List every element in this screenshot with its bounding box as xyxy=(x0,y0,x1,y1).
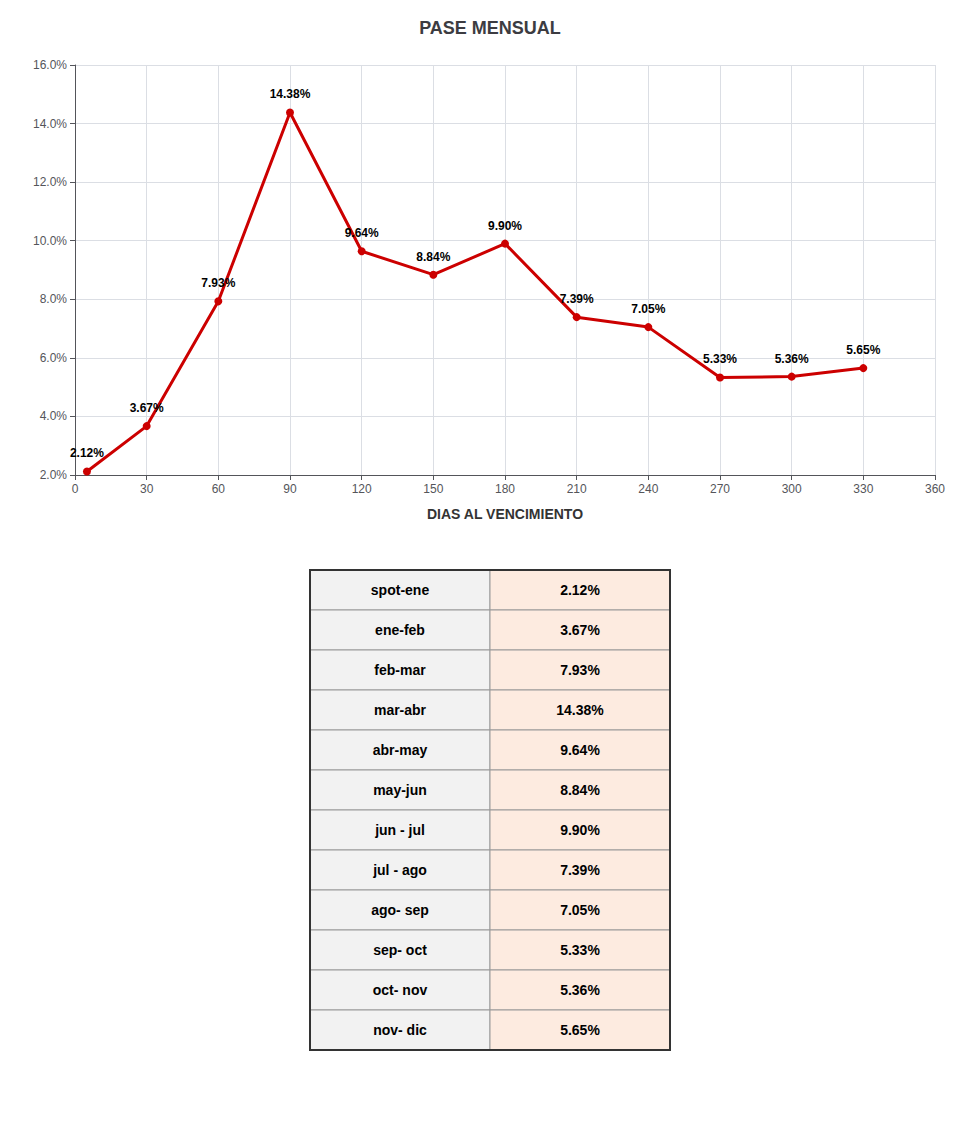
svg-text:7.93%: 7.93% xyxy=(560,662,600,678)
svg-text:may-jun: may-jun xyxy=(373,782,427,798)
svg-text:9.64%: 9.64% xyxy=(560,742,600,758)
svg-text:5.65%: 5.65% xyxy=(560,1022,600,1038)
svg-text:7.05%: 7.05% xyxy=(631,302,665,316)
svg-text:30: 30 xyxy=(140,482,154,496)
svg-text:5.65%: 5.65% xyxy=(846,343,880,357)
svg-text:oct- nov: oct- nov xyxy=(373,982,428,998)
svg-text:90: 90 xyxy=(283,482,297,496)
svg-text:feb-mar: feb-mar xyxy=(374,662,426,678)
svg-text:330: 330 xyxy=(853,482,873,496)
svg-text:8.0%: 8.0% xyxy=(40,292,68,306)
svg-text:14.0%: 14.0% xyxy=(33,117,67,131)
svg-text:0: 0 xyxy=(72,482,79,496)
svg-text:8.84%: 8.84% xyxy=(560,782,600,798)
svg-text:9.90%: 9.90% xyxy=(560,822,600,838)
svg-text:spot-ene: spot-ene xyxy=(371,582,430,598)
svg-text:270: 270 xyxy=(710,482,730,496)
svg-text:ago- sep: ago- sep xyxy=(371,902,429,918)
svg-text:5.33%: 5.33% xyxy=(703,352,737,366)
svg-text:9.64%: 9.64% xyxy=(345,226,379,240)
svg-text:300: 300 xyxy=(782,482,802,496)
svg-text:360: 360 xyxy=(925,482,945,496)
svg-text:5.33%: 5.33% xyxy=(560,942,600,958)
svg-text:7.05%: 7.05% xyxy=(560,902,600,918)
svg-text:PASE MENSUAL: PASE MENSUAL xyxy=(419,18,561,38)
svg-text:9.90%: 9.90% xyxy=(488,219,522,233)
svg-text:2.0%: 2.0% xyxy=(40,468,68,482)
svg-text:abr-may: abr-may xyxy=(373,742,428,758)
svg-text:7.39%: 7.39% xyxy=(560,862,600,878)
svg-text:3.67%: 3.67% xyxy=(560,622,600,638)
svg-text:120: 120 xyxy=(352,482,372,496)
svg-text:jun - jul: jun - jul xyxy=(374,822,425,838)
svg-text:8.84%: 8.84% xyxy=(416,250,450,264)
svg-text:14.38%: 14.38% xyxy=(556,702,604,718)
svg-text:5.36%: 5.36% xyxy=(560,982,600,998)
svg-text:7.93%: 7.93% xyxy=(201,276,235,290)
svg-text:mar-abr: mar-abr xyxy=(374,702,427,718)
svg-text:240: 240 xyxy=(638,482,658,496)
svg-text:3.67%: 3.67% xyxy=(130,401,164,415)
svg-text:12.0%: 12.0% xyxy=(33,175,67,189)
svg-text:DIAS AL VENCIMIENTO: DIAS AL VENCIMIENTO xyxy=(427,506,583,522)
svg-text:4.0%: 4.0% xyxy=(40,409,68,423)
svg-text:180: 180 xyxy=(495,482,515,496)
svg-text:7.39%: 7.39% xyxy=(560,292,594,306)
svg-text:6.0%: 6.0% xyxy=(40,351,68,365)
svg-text:jul - ago: jul - ago xyxy=(372,862,427,878)
svg-text:60: 60 xyxy=(212,482,226,496)
svg-text:210: 210 xyxy=(567,482,587,496)
svg-text:150: 150 xyxy=(423,482,443,496)
svg-text:2.12%: 2.12% xyxy=(560,582,600,598)
svg-text:sep- oct: sep- oct xyxy=(373,942,427,958)
svg-text:14.38%: 14.38% xyxy=(270,87,311,101)
svg-text:2.12%: 2.12% xyxy=(70,446,104,460)
svg-text:5.36%: 5.36% xyxy=(775,352,809,366)
svg-text:16.0%: 16.0% xyxy=(33,58,67,72)
svg-text:10.0%: 10.0% xyxy=(33,234,67,248)
svg-text:nov- dic: nov- dic xyxy=(373,1022,427,1038)
svg-text:ene-feb: ene-feb xyxy=(375,622,425,638)
